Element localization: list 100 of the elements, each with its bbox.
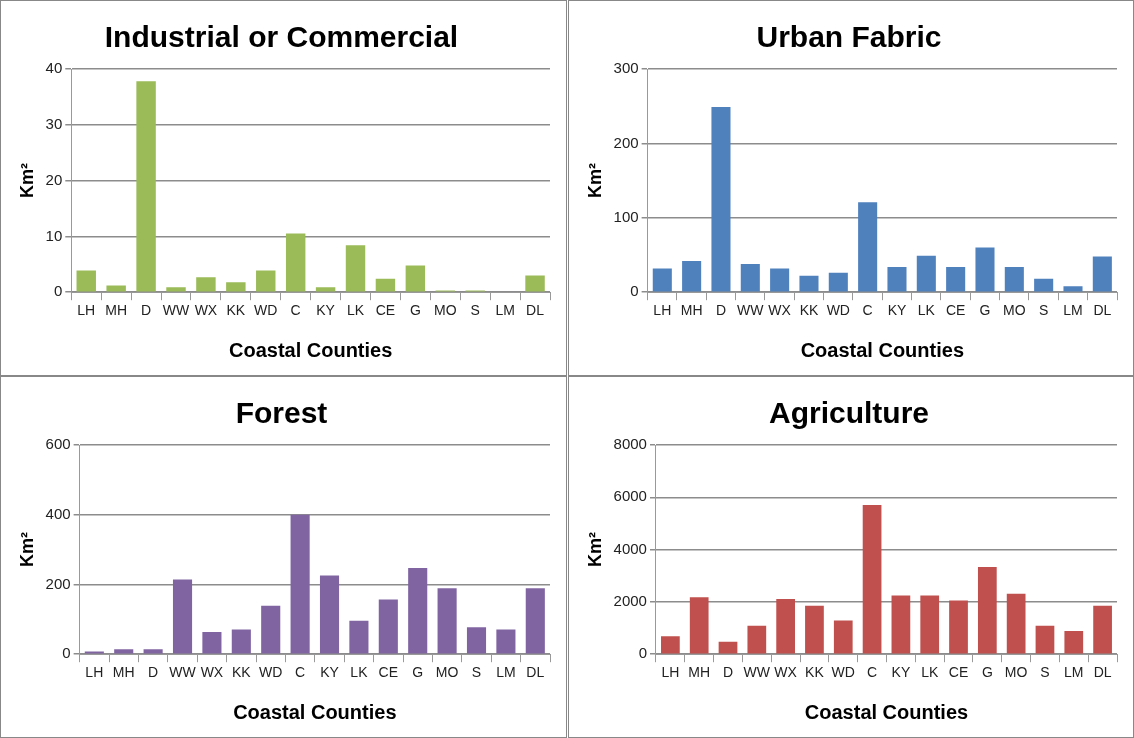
y-tick-label: 400 bbox=[45, 504, 71, 522]
bar bbox=[1006, 593, 1026, 654]
y-tick-label: 200 bbox=[613, 133, 639, 151]
bar bbox=[862, 504, 882, 654]
y-tick-label: 6000 bbox=[613, 487, 647, 505]
y-tick-label: 0 bbox=[62, 644, 71, 662]
x-tick-label: KY bbox=[320, 664, 340, 681]
x-tick-label: S bbox=[470, 302, 480, 319]
x-tick-label: MO bbox=[435, 664, 459, 681]
x-tick-label: MH bbox=[680, 302, 703, 319]
bar bbox=[1035, 625, 1055, 654]
x-tick-label: D bbox=[141, 302, 152, 319]
x-tick-label: LM bbox=[1064, 664, 1084, 681]
bar bbox=[375, 278, 396, 292]
x-tick-label: D bbox=[722, 664, 734, 681]
x-tick-label: LK bbox=[346, 302, 365, 319]
x-tick-label: D bbox=[148, 664, 159, 681]
y-tick-label: 200 bbox=[45, 574, 71, 592]
x-tick-label: S bbox=[471, 664, 482, 681]
chart-title: Agriculture bbox=[768, 396, 930, 430]
x-tick-label: WW bbox=[743, 664, 771, 681]
x-tick-label: LH bbox=[77, 302, 96, 319]
y-tick-label: 10 bbox=[45, 226, 63, 244]
y-tick-label: 600 bbox=[45, 435, 71, 453]
bar bbox=[682, 260, 702, 292]
x-tick-label: C bbox=[867, 664, 878, 681]
bar bbox=[828, 272, 848, 292]
bar bbox=[143, 649, 163, 654]
x-tick-label: LH bbox=[85, 664, 104, 681]
x-tick-label: LK bbox=[350, 664, 369, 681]
x-tick-label: LM bbox=[496, 664, 516, 681]
bar bbox=[196, 277, 216, 292]
y-tick-label: 0 bbox=[53, 282, 63, 300]
x-tick-label: LH bbox=[661, 664, 680, 681]
x-tick-label: C bbox=[862, 302, 873, 319]
x-tick-label: CE bbox=[948, 664, 969, 681]
x-tick-label: MH bbox=[688, 664, 711, 681]
bar bbox=[833, 620, 853, 654]
bar bbox=[1064, 630, 1084, 654]
bar bbox=[1004, 266, 1024, 292]
x-tick-label: KK bbox=[799, 302, 819, 319]
bar bbox=[977, 567, 997, 654]
x-tick-label: G bbox=[981, 664, 993, 681]
bar bbox=[437, 588, 457, 654]
bar bbox=[76, 270, 96, 292]
bar bbox=[378, 599, 398, 654]
x-tick-label: KK bbox=[226, 302, 246, 319]
x-tick-label: KK bbox=[231, 664, 252, 681]
bar bbox=[345, 245, 366, 292]
bar bbox=[949, 600, 968, 654]
bar bbox=[172, 579, 193, 654]
bar bbox=[920, 595, 940, 654]
x-tick-label: S bbox=[1040, 664, 1050, 681]
x-tick-label: G bbox=[412, 664, 424, 681]
x-tick-label: KY bbox=[891, 664, 911, 681]
x-tick-label: DL bbox=[1093, 664, 1112, 681]
bar bbox=[747, 625, 767, 654]
bar bbox=[136, 81, 156, 292]
bar bbox=[652, 268, 672, 292]
x-tick-label: WD bbox=[826, 302, 850, 319]
y-axis-title: Km² bbox=[16, 163, 37, 199]
bar bbox=[975, 247, 995, 292]
x-tick-label: LM bbox=[1063, 302, 1083, 319]
bar bbox=[1063, 286, 1083, 292]
x-tick-label: WX bbox=[774, 664, 798, 681]
x-tick-label: WW bbox=[169, 664, 197, 681]
bar bbox=[226, 282, 246, 292]
chart-title: Industrial or Commercial bbox=[104, 20, 459, 54]
x-tick-label: S bbox=[1038, 302, 1049, 319]
x-tick-label: KY bbox=[887, 302, 907, 319]
bar bbox=[319, 575, 340, 654]
bar bbox=[916, 255, 936, 292]
bar bbox=[1092, 256, 1112, 292]
bar bbox=[256, 270, 276, 292]
bar bbox=[887, 266, 907, 292]
bar bbox=[805, 605, 824, 654]
y-axis-title: Km² bbox=[584, 532, 605, 568]
x-tick-label: WD bbox=[259, 664, 283, 681]
x-tick-label: MH bbox=[112, 664, 135, 681]
bar bbox=[202, 631, 222, 654]
x-axis-title: Coastal Counties bbox=[233, 700, 397, 723]
x-tick-label: C bbox=[295, 664, 306, 681]
x-axis-title: Coastal Counties bbox=[804, 700, 969, 723]
bar bbox=[315, 287, 336, 292]
x-tick-label: MO bbox=[434, 302, 457, 319]
bar bbox=[799, 275, 819, 292]
x-tick-label: D bbox=[715, 302, 727, 319]
x-tick-label: WD bbox=[254, 302, 278, 319]
bar bbox=[776, 599, 795, 654]
x-axis-title: Coastal Counties bbox=[228, 338, 393, 361]
x-tick-label: LK bbox=[921, 664, 939, 681]
x-tick-label: DL bbox=[1093, 302, 1112, 319]
x-tick-label: KY bbox=[316, 302, 336, 319]
x-tick-label: MH bbox=[105, 302, 128, 319]
bar bbox=[408, 568, 428, 654]
x-tick-label: WW bbox=[162, 302, 190, 319]
x-tick-label: CE bbox=[945, 302, 966, 319]
x-tick-label: KK bbox=[805, 664, 825, 681]
bar bbox=[858, 202, 878, 292]
y-tick-label: 0 bbox=[638, 644, 647, 662]
